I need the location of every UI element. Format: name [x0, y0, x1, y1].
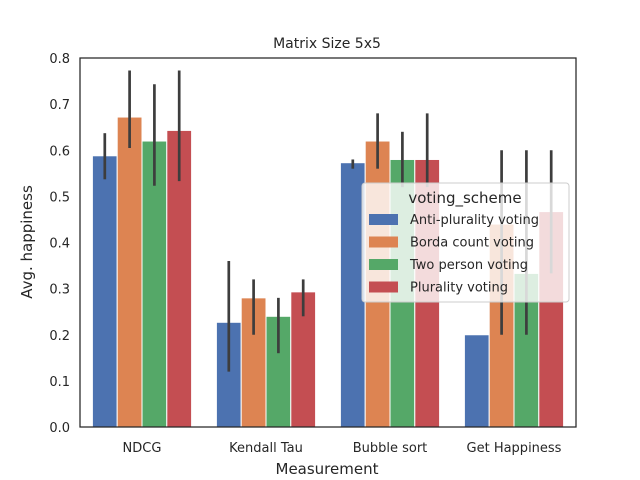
legend-swatch-anti-plurality-voting	[369, 214, 398, 225]
legend-swatch-borda-count-voting	[369, 236, 398, 248]
y-tick-label: 0.1	[49, 375, 70, 390]
y-tick-label: 0.3	[49, 283, 70, 298]
legend-box	[361, 182, 570, 303]
x-tick-label: Kendall Tau	[229, 441, 303, 456]
plot-frame	[79, 57, 577, 428]
bar-anti-plurality-voting-ndcg	[91, 155, 118, 428]
x-tick-label: Get Happiness	[467, 441, 562, 456]
legend-swatch-plurality-voting	[369, 281, 398, 293]
x-axis-label: Measurement	[276, 460, 379, 478]
legend-label-plurality-voting: Plurality voting	[410, 281, 508, 296]
legend-items: Anti-plurality voting Borda count voting T…	[369, 213, 539, 296]
legend: voting_scheme Anti-plurality voting Borda…	[361, 182, 570, 303]
bar-anti-plurality-voting-get-happiness	[463, 334, 490, 428]
legend-label-borda-count-voting: Borda count voting	[410, 236, 534, 251]
legend-label-anti-plurality-voting: Anti-plurality voting	[410, 213, 539, 228]
x-axis-ticks: NDCG Kendall Tau Bubble sort Get Happiness	[123, 441, 562, 456]
y-axis-label: Avg. happiness	[18, 185, 36, 299]
x-tick-label: NDCG	[123, 441, 162, 456]
y-tick-label: 0.7	[49, 98, 70, 113]
y-tick-label: 0.8	[49, 52, 70, 67]
legend-title: voting_scheme	[408, 189, 521, 208]
y-axis-ticks: 0.0 0.1 0.2 0.3 0.4 0.5 0.6 0.7 0.8	[49, 52, 70, 436]
y-tick-label: 0.5	[49, 190, 70, 205]
x-tick-label: Bubble sort	[353, 441, 428, 456]
y-tick-label: 0.6	[49, 144, 70, 159]
legend-label-two-person-voting: Two person voting	[409, 258, 528, 273]
legend-swatch-two-person-voting	[369, 259, 398, 270]
bar-borda-count-voting-ndcg	[116, 116, 143, 428]
y-tick-label: 0.4	[49, 237, 70, 252]
y-tick-label: 0.0	[49, 421, 70, 436]
bar-anti-plurality-voting-bubble-sort	[339, 162, 366, 428]
chart-title: Matrix Size 5x5	[273, 36, 381, 52]
y-tick-label: 0.2	[49, 329, 70, 344]
